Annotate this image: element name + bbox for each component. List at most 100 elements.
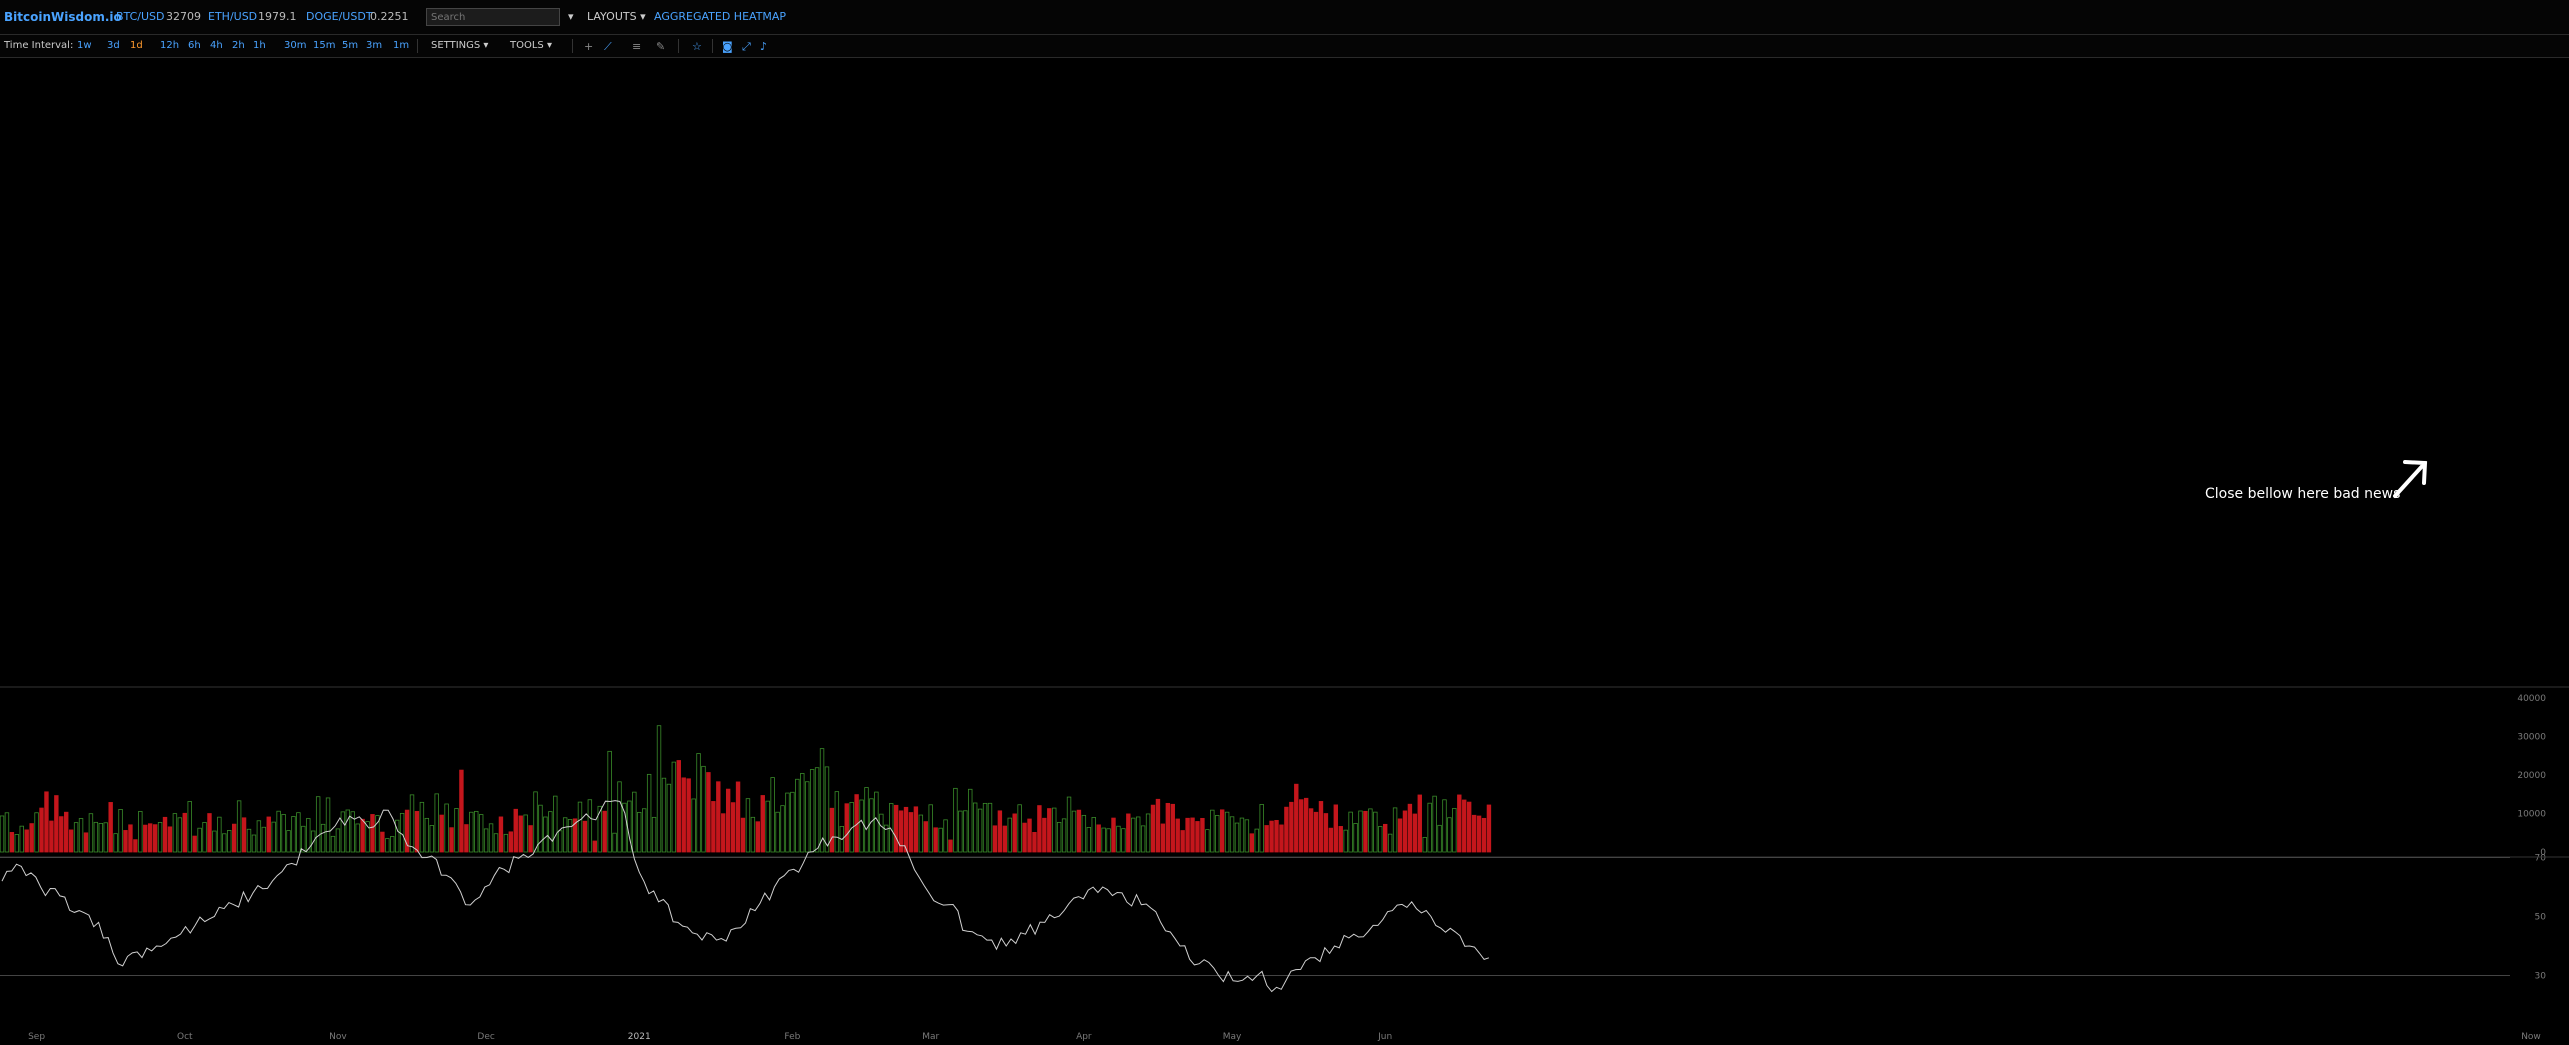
interval-3d[interactable]: 3d [107,40,120,51]
volume-bar [913,806,919,853]
volume-bar [335,828,341,853]
interval-12h[interactable]: 12h [160,40,180,51]
volume-bar [1313,811,1319,853]
ticker-dogeusdt-pair[interactable]: DOGE/USDT [306,10,373,23]
volume-bar [464,824,469,853]
crosshair-icon[interactable]: + [584,40,594,53]
volume-bar [469,811,474,853]
volume-bar [740,817,746,853]
volume-bar [1383,823,1388,853]
volume-bar [212,830,217,853]
ticker-ethusd-price: 1979.1 [258,10,297,23]
volume-bar [1486,804,1492,853]
volume-bar [775,811,780,853]
volume-bar [523,814,528,853]
volume-bar [187,801,192,853]
time-tick-label: Dec [477,1032,494,1042]
fullscreen-icon[interactable]: ⤢ [742,40,751,53]
volume-bar [1427,802,1432,853]
volume-bar [948,839,953,853]
volume-bar [222,833,227,853]
volume-bar [44,791,49,853]
volume-bar [1022,822,1027,853]
volume-bar [83,832,89,853]
interval-1w[interactable]: 1w [77,40,92,51]
volume-bar [350,811,355,853]
interval-15m[interactable]: 15m [313,40,336,51]
volume-bar [1481,817,1487,853]
volume-bar [543,816,548,853]
volume-tick-label: 10000 [2517,810,2546,820]
volume-bar [824,766,830,853]
aggregated-heatmap-link[interactable]: AGGREGATED HEATMAP [654,10,787,23]
interval-30m[interactable]: 30m [284,40,307,51]
annotation-text: Close bellow here bad news [2205,486,2400,502]
interval-3m[interactable]: 3m [366,40,383,51]
volume-bar [1259,804,1264,853]
search-input[interactable] [426,8,560,26]
volume-bar [39,807,44,853]
volume-bar [760,795,765,853]
interval-6h[interactable]: 6h [188,40,201,51]
star-icon[interactable]: ☆ [692,40,702,53]
volume-bar [404,809,410,853]
volume-bar [1422,837,1427,853]
tools-menu[interactable]: TOOLS ▾ [510,40,552,51]
volume-bar [1402,810,1408,853]
volume-bars [0,725,1492,853]
volume-bar [918,814,924,853]
volume-bar [933,827,938,853]
volume-bar [394,819,400,853]
brush-icon[interactable]: ✎ [656,40,666,53]
volume-bar [1249,833,1255,853]
volume-bar [721,813,726,853]
interval-5m[interactable]: 5m [342,40,359,51]
volume-bar [1387,833,1393,853]
volume-bar [118,809,123,853]
volume-bar [637,811,642,853]
ticker-btcusd-pair[interactable]: BTC/USD [116,10,165,23]
search-dropdown-icon[interactable]: ▾ [568,10,574,23]
volume-bar [113,833,118,853]
ticker-ethusd-pair[interactable]: ETH/USD [208,10,258,23]
alert-bell-icon[interactable]: ♪ [760,40,768,53]
brand-logo[interactable]: BitcoinWisdom.io [4,10,122,24]
settings-menu[interactable]: SETTINGS ▾ [431,40,489,51]
time-tick-label: Jun [1377,1032,1392,1042]
price-chart[interactable]: 648959825.1Close bellow here bad news100… [0,58,2569,1045]
volume-tick-label: 30000 [2517,733,2546,743]
interval-4h[interactable]: 4h [210,40,223,51]
volume-bar [992,825,998,853]
time-axis: Sep Oct Nov Dec 2021 Feb Mar Apr May Jun Now [28,1032,2541,1042]
volume-bar [291,816,296,853]
volume-bar [780,805,785,853]
volume-bar [903,806,909,853]
volume-bar [1002,825,1008,853]
volume-bar [340,811,346,853]
fib-icon[interactable]: ≡ [632,40,642,53]
interval-1h[interactable]: 1h [253,40,266,51]
volume-bar [192,835,197,853]
interval-1m[interactable]: 1m [393,40,410,51]
trendline-icon[interactable]: ⟋ [604,40,612,53]
toolbar-divider [417,39,418,53]
interval-2h[interactable]: 2h [232,40,245,51]
volume-bar [1165,802,1171,853]
volume-bar [301,825,306,853]
volume-bar [474,810,479,853]
volume-bar [1239,817,1245,853]
interval-1d[interactable]: 1d [130,40,143,51]
camera-icon[interactable]: ◙ [722,40,733,53]
volume-bar [963,810,968,853]
volume-bar [898,810,904,853]
volume-bar [1205,829,1210,853]
volume-bar [893,804,899,853]
volume-bar [325,797,331,853]
volume-bar [1264,825,1269,853]
volume-bar [93,821,99,853]
volume-bar [1279,824,1284,853]
layouts-menu[interactable]: LAYOUTS ▾ [587,10,646,23]
volume-bar [434,793,439,853]
volume-bar [1476,815,1482,853]
volume-bar [681,777,686,853]
